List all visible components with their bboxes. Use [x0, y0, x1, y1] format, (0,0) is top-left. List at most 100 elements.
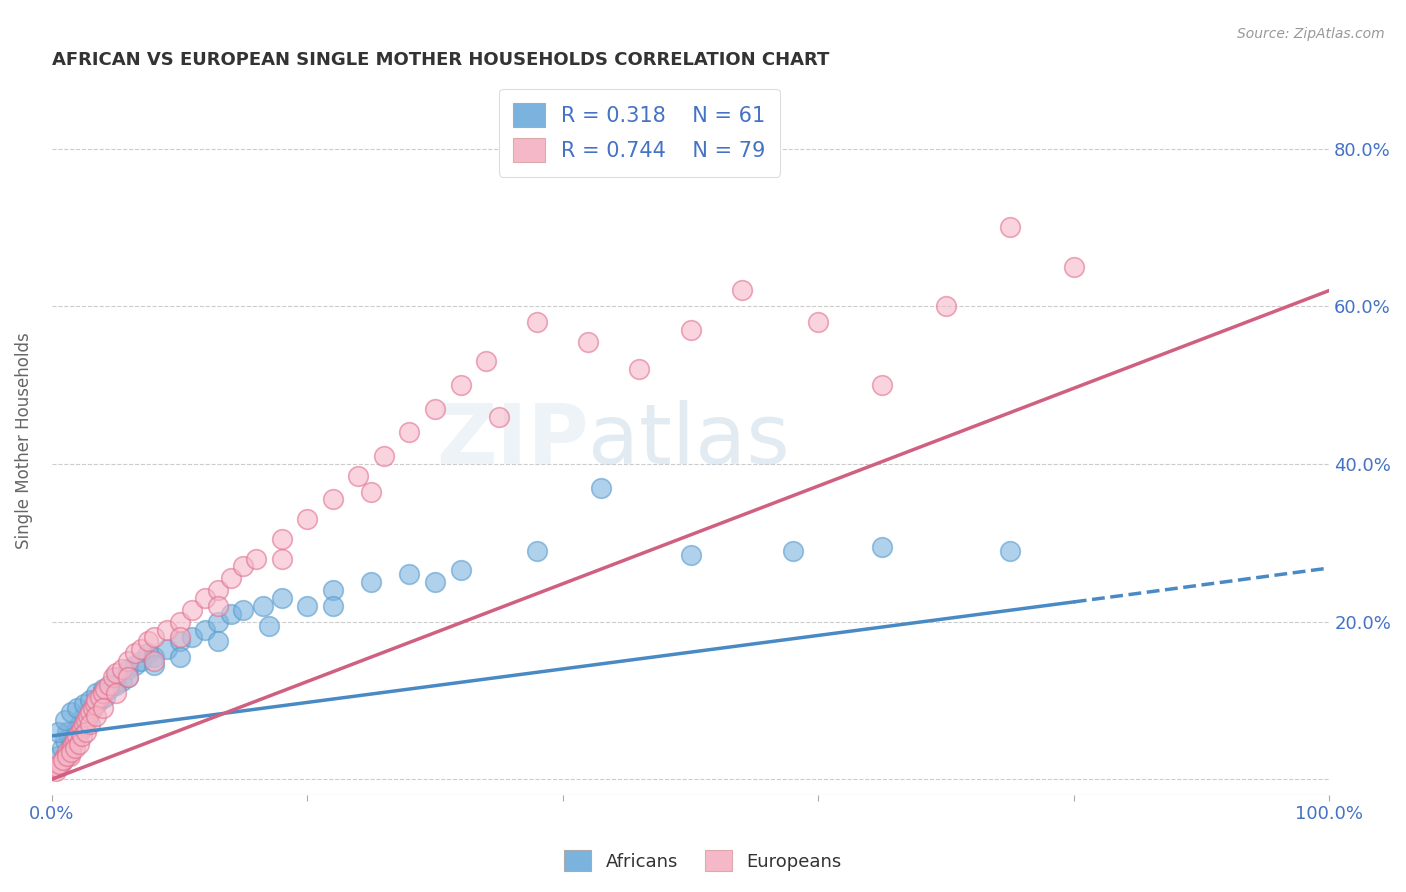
Point [124, 657, 146, 672]
Point [89, 690, 111, 704]
Point [156, 642, 179, 657]
Point [98, 678, 121, 692]
Point [104, 665, 127, 680]
Point [807, 315, 830, 329]
Point [142, 657, 165, 672]
Y-axis label: Single Mother Households: Single Mother Households [15, 332, 32, 549]
Point [194, 591, 217, 605]
Point [79, 706, 101, 720]
Point [219, 571, 242, 585]
Point [73, 717, 96, 731]
Point [66, 701, 89, 715]
Point [53, 732, 76, 747]
Point [91, 681, 114, 696]
Point [91, 685, 114, 699]
Point [117, 662, 139, 676]
Point [117, 670, 139, 684]
Point [270, 591, 292, 605]
Point [104, 685, 127, 699]
Point [181, 603, 204, 617]
Point [679, 548, 702, 562]
Point [48, 756, 70, 771]
Point [398, 425, 420, 440]
Point [79, 706, 101, 720]
Point [82, 701, 104, 715]
Point [169, 634, 191, 648]
Point [870, 540, 893, 554]
Point [576, 334, 599, 349]
Point [1063, 260, 1085, 274]
Point [59, 745, 82, 759]
Point [181, 631, 204, 645]
Point [219, 607, 242, 621]
Point [75, 713, 97, 727]
Point [142, 654, 165, 668]
Point [169, 615, 191, 629]
Point [207, 583, 229, 598]
Point [423, 575, 446, 590]
Point [94, 681, 117, 696]
Point [270, 551, 292, 566]
Point [46, 748, 69, 763]
Point [322, 583, 344, 598]
Point [297, 599, 319, 613]
Point [86, 698, 108, 712]
Point [53, 748, 76, 763]
Point [79, 693, 101, 707]
Point [51, 740, 73, 755]
Point [117, 654, 139, 668]
Point [232, 603, 254, 617]
Point [76, 709, 98, 723]
Point [322, 599, 344, 613]
Point [207, 634, 229, 648]
Point [59, 748, 82, 763]
Point [935, 299, 957, 313]
Point [56, 725, 79, 739]
Point [129, 642, 152, 657]
Point [998, 220, 1021, 235]
Point [89, 693, 111, 707]
Point [142, 650, 165, 665]
Point [998, 543, 1021, 558]
Point [129, 654, 152, 668]
Point [67, 737, 90, 751]
Point [59, 740, 82, 755]
Point [194, 623, 217, 637]
Point [347, 468, 370, 483]
Point [124, 646, 146, 660]
Point [98, 681, 121, 696]
Point [63, 740, 86, 755]
Point [63, 729, 86, 743]
Point [73, 709, 96, 723]
Point [117, 670, 139, 684]
Point [207, 599, 229, 613]
Point [423, 401, 446, 416]
Point [104, 670, 127, 684]
Point [84, 698, 107, 712]
Text: Source: ZipAtlas.com: Source: ZipAtlas.com [1237, 27, 1385, 41]
Point [104, 678, 127, 692]
Point [730, 284, 752, 298]
Point [75, 725, 97, 739]
Legend: Africans, Europeans: Africans, Europeans [557, 843, 849, 879]
Point [526, 543, 548, 558]
Point [63, 732, 86, 747]
Point [72, 729, 94, 743]
Point [450, 378, 472, 392]
Point [252, 599, 274, 613]
Point [94, 690, 117, 704]
Point [59, 737, 82, 751]
Point [101, 670, 124, 684]
Point [297, 512, 319, 526]
Point [373, 449, 395, 463]
Point [782, 543, 804, 558]
Point [91, 701, 114, 715]
Point [360, 575, 382, 590]
Point [232, 559, 254, 574]
Point [69, 725, 91, 739]
Point [628, 362, 651, 376]
Point [270, 532, 292, 546]
Point [73, 698, 96, 712]
Point [591, 481, 613, 495]
Text: ZIP: ZIP [436, 400, 588, 481]
